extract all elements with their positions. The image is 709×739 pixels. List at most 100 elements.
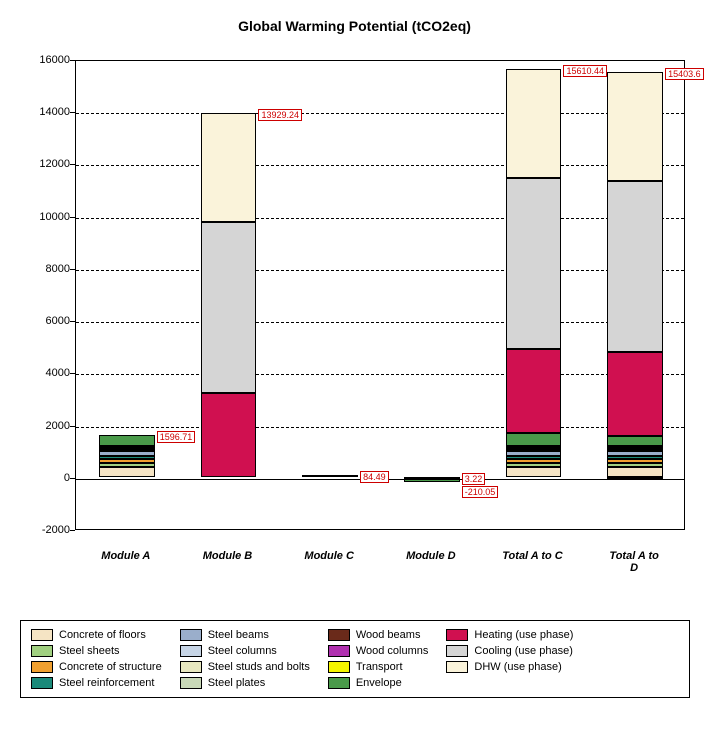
segment-envelope <box>506 433 562 446</box>
bar-total-label: 15403.6 <box>665 68 704 80</box>
legend-swatch <box>31 677 53 689</box>
plot-area: 1596.7113929.2484.493.22-210.0515610.441… <box>75 60 685 530</box>
y-axis-tick-label: 10000 <box>25 211 70 223</box>
segment-concrete-of-structure <box>99 459 155 464</box>
legend-swatch <box>328 629 350 641</box>
segment-concrete-of-structure <box>506 459 562 464</box>
bar-total-a-to-c <box>506 59 562 529</box>
x-axis-label: Total A to D <box>606 550 662 574</box>
segment-concrete-of-floors <box>607 467 663 477</box>
y-axis-tick-mark <box>70 164 75 165</box>
grid-line <box>76 374 684 375</box>
bar-module-a <box>99 59 155 529</box>
y-axis-tick-label: 2000 <box>25 420 70 432</box>
bar-total-label: 1596.71 <box>157 431 196 443</box>
grid-line <box>76 165 684 166</box>
y-axis-tick-mark <box>70 478 75 479</box>
legend-swatch <box>328 661 350 673</box>
legend-item-dhw-use-phase-: DHW (use phase) <box>446 661 573 673</box>
legend-label: Steel columns <box>208 645 277 657</box>
grid-line <box>76 270 684 271</box>
bar-total-label: 15610.44 <box>563 65 607 77</box>
legend-item-steel-plates: Steel plates <box>180 677 310 689</box>
segment-steel-sheets <box>506 463 562 466</box>
legend-item-steel-beams: Steel beams <box>180 629 310 641</box>
grid-line <box>76 218 684 219</box>
y-axis-tick-label: 14000 <box>25 106 70 118</box>
bar-module-d <box>404 59 460 529</box>
bar-module-b <box>201 59 257 529</box>
grid-line <box>76 427 684 428</box>
y-axis-tick-mark <box>70 530 75 531</box>
segment-dhw-use-phase- <box>506 69 562 178</box>
y-axis-tick-label: 8000 <box>25 263 70 275</box>
legend-item-heating-use-phase-: Heating (use phase) <box>446 629 573 641</box>
legend-swatch <box>328 645 350 657</box>
segment-dhw-use-phase- <box>201 113 257 222</box>
legend-item-wood-columns: Wood columns <box>328 645 429 657</box>
segment-envelope <box>404 479 460 482</box>
segment-steel-reinforcement <box>506 456 562 459</box>
segment-steel-reinforcement <box>99 456 155 459</box>
segment-steel-sheets <box>99 463 155 466</box>
bar-total-a-to-d <box>607 59 663 529</box>
legend-item-transport: Transport <box>328 661 429 673</box>
x-axis-label: Module D <box>406 550 456 562</box>
segment-concrete-of-structure <box>607 459 663 464</box>
y-axis-tick-mark <box>70 426 75 427</box>
legend-label: DHW (use phase) <box>474 661 561 673</box>
x-axis-label: Total A to C <box>502 550 563 562</box>
legend-label: Wood columns <box>356 645 429 657</box>
segment-heating-use-phase- <box>201 393 257 477</box>
legend-swatch <box>446 645 468 657</box>
y-axis-tick-mark <box>70 269 75 270</box>
legend-swatch <box>446 661 468 673</box>
legend-label: Steel plates <box>208 677 265 689</box>
segment-steel-beams <box>506 451 562 456</box>
legend-swatch <box>446 629 468 641</box>
segment-dhw-use-phase- <box>607 72 663 181</box>
y-axis-tick-mark <box>70 373 75 374</box>
legend-label: Cooling (use phase) <box>474 645 572 657</box>
y-axis-tick-label: 12000 <box>25 158 70 170</box>
x-axis-label: Module A <box>101 550 150 562</box>
segment-heating-use-phase- <box>607 352 663 436</box>
chart-area: 1596.7113929.2484.493.22-210.0515610.441… <box>20 50 690 590</box>
legend-item-cooling-use-phase-: Cooling (use phase) <box>446 645 573 657</box>
segment-concrete-of-floors <box>506 467 562 477</box>
y-axis-tick-mark <box>70 60 75 61</box>
chart-title: Global Warming Potential (tCO2eq) <box>0 0 709 34</box>
legend-column: Concrete of floors Steel sheets Concrete o… <box>31 627 162 691</box>
legend-column: Steel beams Steel columns Steel studs and … <box>180 627 310 691</box>
legend-item-wood-beams: Wood beams <box>328 629 429 641</box>
y-axis-tick-label: 4000 <box>25 367 70 379</box>
legend-label: Envelope <box>356 677 402 689</box>
segment-steel-beams <box>99 451 155 456</box>
segment-cooling-use-phase- <box>607 181 663 352</box>
legend-item-steel-sheets: Steel sheets <box>31 645 162 657</box>
segment-steel-sheets <box>607 463 663 466</box>
legend-label: Concrete of floors <box>59 629 146 641</box>
bar-total-label: 84.49 <box>360 471 389 483</box>
legend-column: Wood beams Wood columns Transport Envelope <box>328 627 429 691</box>
segment-wood-columns <box>607 478 663 480</box>
x-axis-label: Module C <box>304 550 354 562</box>
segment-concrete-of-floors <box>99 467 155 477</box>
legend-swatch <box>328 677 350 689</box>
bar-total-label: 13929.24 <box>258 109 302 121</box>
legend-label: Steel studs and bolts <box>208 661 310 673</box>
grid-line <box>76 113 684 114</box>
segment-steel-reinforcement <box>607 456 663 459</box>
legend-item-concrete-of-structure: Concrete of structure <box>31 661 162 673</box>
segment-transport <box>506 446 562 448</box>
y-axis-tick-label: 0 <box>25 472 70 484</box>
legend-label: Concrete of structure <box>59 661 162 673</box>
segment-steel-beams <box>607 451 663 456</box>
legend-label: Wood beams <box>356 629 421 641</box>
legend-label: Heating (use phase) <box>474 629 573 641</box>
legend-label: Steel reinforcement <box>59 677 154 689</box>
legend-swatch <box>180 645 202 657</box>
legend-swatch <box>31 661 53 673</box>
y-axis-tick-mark <box>70 217 75 218</box>
bar-module-c <box>302 59 358 529</box>
